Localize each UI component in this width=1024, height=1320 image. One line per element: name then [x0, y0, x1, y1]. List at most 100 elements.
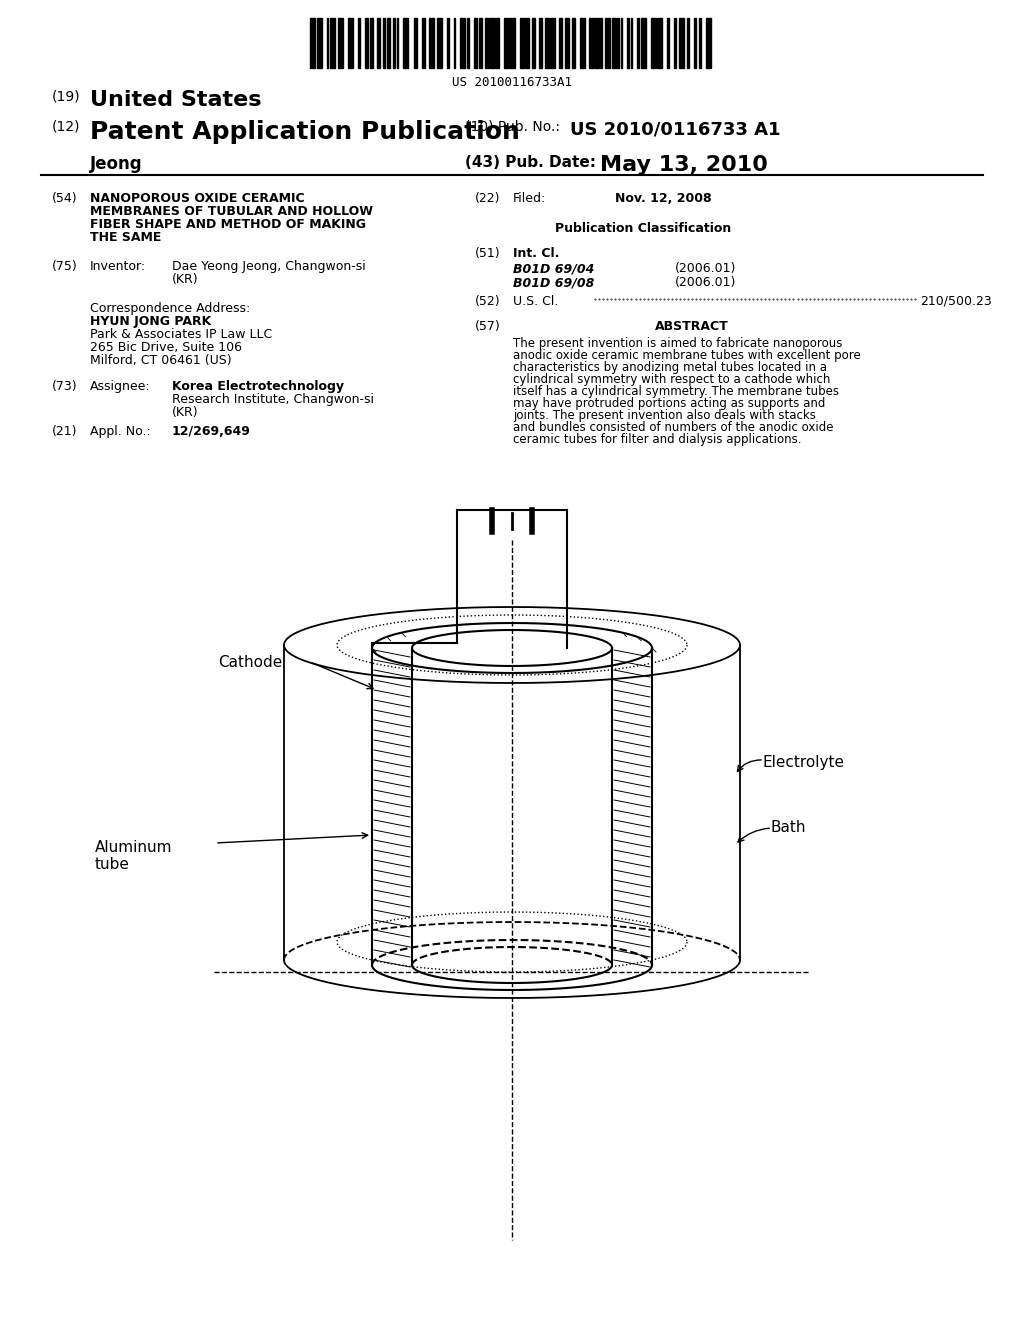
Bar: [687, 18, 689, 69]
Text: Appl. No.:: Appl. No.:: [90, 425, 151, 438]
Text: NANOPOROUS OXIDE CERAMIC: NANOPOROUS OXIDE CERAMIC: [90, 191, 304, 205]
Bar: [550, 18, 555, 69]
Text: Cathode: Cathode: [218, 655, 283, 671]
Text: and bundles consisted of numbers of the anodic oxide: and bundles consisted of numbers of the …: [513, 421, 834, 434]
Bar: [600, 18, 602, 69]
Bar: [532, 18, 536, 69]
Text: Park & Associates IP Law LLC: Park & Associates IP Law LLC: [90, 327, 272, 341]
Bar: [706, 18, 711, 69]
Bar: [330, 18, 335, 69]
Text: HYUN JONG PARK: HYUN JONG PARK: [90, 315, 211, 327]
Bar: [525, 18, 528, 69]
Text: (51): (51): [475, 247, 501, 260]
Bar: [605, 18, 610, 69]
Bar: [657, 18, 663, 69]
Text: 265 Bic Drive, Suite 106: 265 Bic Drive, Suite 106: [90, 341, 242, 354]
Bar: [422, 18, 425, 69]
Text: (73): (73): [52, 380, 78, 393]
Text: Research Institute, Changwon-si: Research Institute, Changwon-si: [172, 393, 374, 407]
Bar: [504, 18, 509, 69]
Bar: [454, 18, 456, 69]
Bar: [627, 18, 629, 69]
Text: (KR): (KR): [172, 273, 199, 286]
Bar: [437, 18, 442, 69]
Bar: [679, 18, 684, 69]
Text: The present invention is aimed to fabricate nanoporous: The present invention is aimed to fabric…: [513, 337, 843, 350]
Text: Correspondence Address:: Correspondence Address:: [90, 302, 250, 315]
Bar: [467, 18, 469, 69]
Text: Aluminum
tube: Aluminum tube: [95, 840, 172, 873]
Bar: [559, 18, 562, 69]
Text: itself has a cylindrical symmetry. The membrane tubes: itself has a cylindrical symmetry. The m…: [513, 385, 839, 399]
Bar: [572, 18, 575, 69]
Bar: [414, 18, 417, 69]
Text: B01D 69/04: B01D 69/04: [513, 261, 594, 275]
Bar: [478, 18, 482, 69]
Bar: [694, 18, 695, 69]
Text: ABSTRACT: ABSTRACT: [655, 319, 729, 333]
Bar: [428, 18, 433, 69]
Bar: [637, 18, 639, 69]
Text: cylindrical symmetry with respect to a cathode which: cylindrical symmetry with respect to a c…: [513, 374, 830, 385]
Bar: [612, 18, 615, 69]
Text: (10) Pub. No.:: (10) Pub. No.:: [465, 120, 560, 135]
Bar: [668, 18, 669, 69]
Text: THE SAME: THE SAME: [90, 231, 162, 244]
Bar: [510, 18, 515, 69]
Text: 210/500.23: 210/500.23: [920, 294, 992, 308]
Bar: [446, 18, 449, 69]
Text: Publication Classification: Publication Classification: [555, 222, 731, 235]
Text: MEMBRANES OF TUBULAR AND HOLLOW: MEMBRANES OF TUBULAR AND HOLLOW: [90, 205, 373, 218]
Text: May 13, 2010: May 13, 2010: [600, 154, 768, 176]
Text: characteristics by anodizing metal tubes located in a: characteristics by anodizing metal tubes…: [513, 360, 827, 374]
Bar: [327, 18, 329, 69]
Bar: [358, 18, 360, 69]
Bar: [596, 18, 599, 69]
Text: United States: United States: [90, 90, 261, 110]
Bar: [490, 18, 494, 69]
Bar: [316, 18, 322, 69]
Bar: [565, 18, 568, 69]
Bar: [485, 18, 488, 69]
Bar: [348, 18, 353, 69]
Text: Inventor:: Inventor:: [90, 260, 146, 273]
Text: Int. Cl.: Int. Cl.: [513, 247, 559, 260]
Text: Electrolyte: Electrolyte: [762, 755, 844, 770]
Text: (12): (12): [52, 120, 81, 135]
Bar: [370, 18, 374, 69]
Text: (57): (57): [475, 319, 501, 333]
Text: joints. The present invention also deals with stacks: joints. The present invention also deals…: [513, 409, 816, 422]
Text: (21): (21): [52, 425, 78, 438]
Text: (19): (19): [52, 90, 81, 104]
Text: Nov. 12, 2008: Nov. 12, 2008: [615, 191, 712, 205]
Bar: [387, 18, 390, 69]
Bar: [546, 18, 549, 69]
Text: US 2010/0116733 A1: US 2010/0116733 A1: [570, 120, 780, 139]
Bar: [699, 18, 700, 69]
Bar: [403, 18, 409, 69]
Bar: [539, 18, 542, 69]
Text: (43) Pub. Date:: (43) Pub. Date:: [465, 154, 596, 170]
Bar: [641, 18, 645, 69]
Text: B01D 69/08: B01D 69/08: [513, 276, 594, 289]
Text: Assignee:: Assignee:: [90, 380, 151, 393]
Bar: [366, 18, 369, 69]
Text: may have protruded portions acting as supports and: may have protruded portions acting as su…: [513, 397, 825, 411]
Text: 12/269,649: 12/269,649: [172, 425, 251, 438]
Text: (54): (54): [52, 191, 78, 205]
Text: (22): (22): [475, 191, 501, 205]
Text: (75): (75): [52, 260, 78, 273]
Text: ceramic tubes for filter and dialysis applications.: ceramic tubes for filter and dialysis ap…: [513, 433, 802, 446]
Text: U.S. Cl.: U.S. Cl.: [513, 294, 558, 308]
Text: Patent Application Publication: Patent Application Publication: [90, 120, 520, 144]
Bar: [496, 18, 499, 69]
Text: Filed:: Filed:: [513, 191, 546, 205]
Text: (2006.01): (2006.01): [675, 276, 736, 289]
Bar: [674, 18, 676, 69]
Bar: [617, 18, 618, 69]
Text: (KR): (KR): [172, 407, 199, 418]
Bar: [397, 18, 398, 69]
Bar: [581, 18, 586, 69]
Text: Bath: Bath: [770, 820, 806, 836]
Text: Korea Electrotechnology: Korea Electrotechnology: [172, 380, 344, 393]
